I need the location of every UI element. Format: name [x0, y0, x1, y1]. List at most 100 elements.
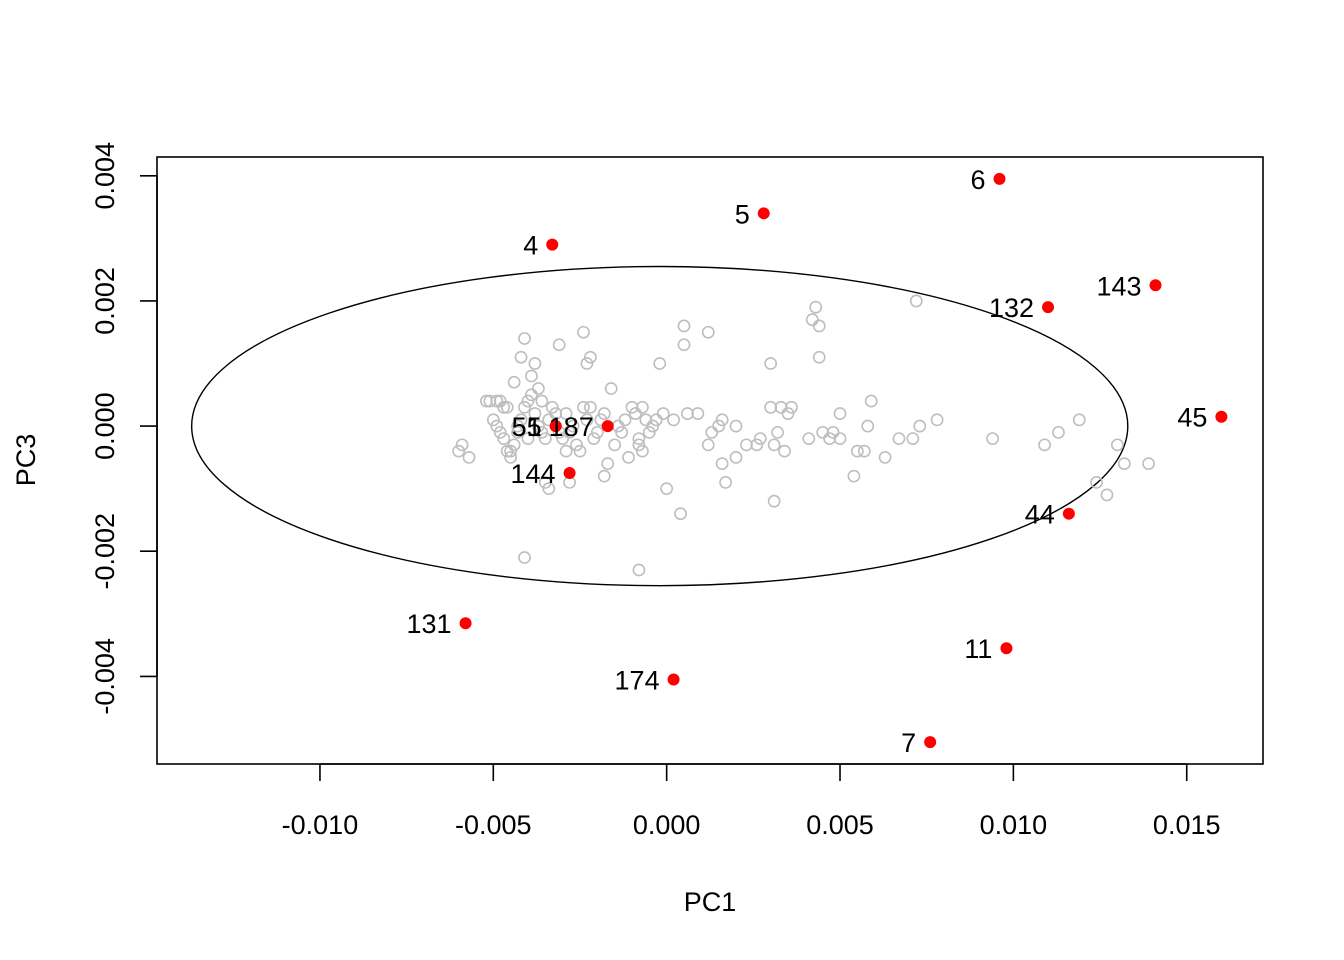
data-point	[618, 413, 632, 427]
data-point	[583, 400, 597, 414]
data-point	[649, 413, 663, 427]
data-point	[677, 338, 691, 352]
outlier-point	[667, 673, 680, 686]
data-point	[906, 432, 920, 445]
data-point	[577, 325, 590, 339]
data-point	[608, 438, 622, 452]
data-point	[528, 407, 542, 420]
data-point	[511, 419, 524, 433]
data-point	[518, 551, 531, 564]
data-point	[597, 407, 611, 420]
data-point	[930, 413, 944, 427]
data-point	[1142, 457, 1155, 471]
data-point	[531, 382, 545, 395]
data-point	[802, 432, 816, 445]
outlier-label: 5	[735, 199, 750, 229]
data-point	[642, 425, 656, 439]
data-point	[681, 407, 694, 420]
data-point	[545, 400, 559, 414]
data-point	[805, 313, 819, 327]
data-point	[729, 419, 743, 433]
data-point	[750, 438, 764, 452]
data-point	[646, 419, 660, 433]
outlier-label: 4	[523, 231, 538, 261]
data-point	[511, 425, 524, 439]
data-point	[1038, 438, 1051, 452]
data-point	[774, 400, 788, 414]
confidence-ellipse	[190, 265, 1129, 587]
data-point	[809, 300, 823, 314]
data-point	[462, 450, 476, 464]
outlier-label: 45	[1177, 403, 1207, 433]
data-point	[559, 407, 573, 420]
data-point	[521, 394, 535, 408]
outlier-point	[459, 617, 472, 630]
data-point	[535, 394, 549, 408]
data-point	[615, 425, 628, 439]
data-point	[740, 438, 753, 452]
outlier-label: 55	[512, 412, 542, 442]
data-point	[753, 432, 767, 445]
data-point	[878, 450, 892, 464]
data-point	[504, 444, 518, 458]
data-point	[781, 407, 795, 420]
outlier-point	[1000, 642, 1013, 655]
data-point	[701, 438, 715, 452]
data-point	[715, 457, 729, 471]
data-point	[514, 413, 528, 427]
data-point	[563, 425, 576, 439]
data-point	[812, 319, 826, 333]
data-point	[833, 407, 847, 420]
y-tick-label: -0.002	[90, 513, 120, 590]
data-point	[778, 444, 791, 458]
data-point	[493, 425, 507, 439]
data-point	[691, 407, 705, 420]
y-tick-label: -0.004	[90, 638, 120, 715]
data-point	[535, 425, 549, 439]
data-point	[577, 400, 590, 414]
data-point	[573, 444, 587, 458]
data-point	[566, 419, 580, 433]
data-point	[719, 476, 733, 489]
outlier-label: 11	[964, 634, 992, 664]
data-point	[490, 419, 504, 433]
data-point	[677, 319, 691, 333]
data-point	[538, 476, 552, 489]
outlier-point	[546, 238, 559, 251]
data-point	[850, 444, 864, 458]
data-point	[525, 369, 538, 383]
data-point	[594, 413, 608, 427]
y-tick-label: 0.000	[90, 392, 120, 460]
data-point	[507, 438, 521, 452]
data-point	[604, 382, 618, 395]
data-point	[1052, 425, 1065, 439]
data-point	[701, 325, 715, 339]
data-point	[816, 425, 830, 439]
data-point	[712, 419, 726, 433]
outlier-label: 131	[407, 609, 452, 639]
data-point	[455, 438, 469, 452]
data-point	[497, 400, 511, 414]
data-point	[1090, 476, 1103, 489]
outlier-point	[549, 420, 562, 433]
data-point	[542, 482, 556, 496]
data-point	[639, 413, 653, 427]
data-point	[500, 400, 514, 414]
outlier-point	[1062, 507, 1075, 520]
x-tick-label: -0.010	[282, 810, 359, 840]
data-point	[913, 419, 927, 433]
data-point	[597, 469, 611, 483]
outlier-point	[924, 736, 937, 749]
data-point	[767, 494, 781, 508]
data-point	[667, 413, 680, 427]
data-point	[1072, 413, 1086, 427]
outlier-label: 44	[1025, 500, 1055, 530]
data-point	[580, 357, 594, 370]
data-point	[656, 407, 670, 420]
data-point	[1117, 457, 1131, 471]
data-point	[552, 338, 566, 352]
outlier-label: 132	[989, 293, 1034, 323]
data-point	[635, 444, 649, 458]
data-point	[570, 438, 583, 452]
data-point	[764, 357, 778, 370]
